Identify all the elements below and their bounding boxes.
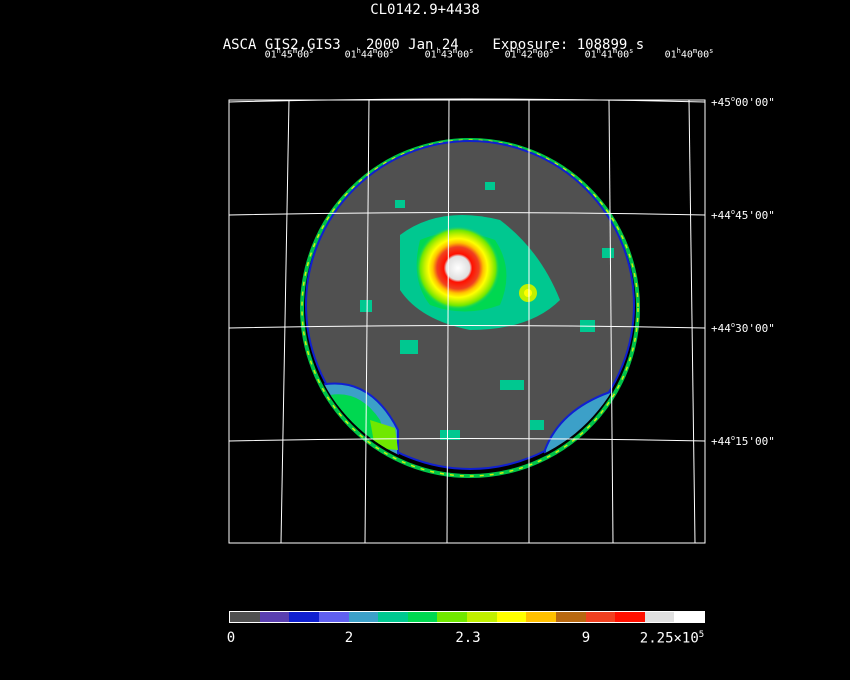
colorbar-swatch [674, 612, 704, 622]
field-of-view [300, 138, 640, 478]
colorbar-swatch [318, 612, 349, 622]
colorbar-swatch [259, 612, 290, 622]
plot-frame [228, 99, 706, 544]
colorbar-label: 9 [581, 630, 591, 646]
dec-label: +44o30'00" [711, 321, 775, 335]
colorbar-swatch [437, 612, 467, 622]
colorbar-swatch [644, 612, 675, 622]
object-title: CL0142.9+4438 [370, 2, 480, 18]
exposure-label: Exposure: 108899 s [492, 37, 645, 53]
colorbar-swatch [585, 612, 616, 622]
coordinate-grid [228, 98, 706, 544]
colorbar-label: 0 [226, 630, 236, 646]
colorbar-label: 2.3 [455, 630, 481, 646]
colorbar-swatch [467, 612, 497, 622]
colorbar-swatch [230, 612, 260, 622]
colorbar-swatch [378, 612, 408, 622]
colorbar-swatch [615, 612, 645, 622]
ra-label: 01h42m00s [504, 47, 554, 61]
dec-label: +45o00'00" [711, 95, 775, 109]
instrument-label: ASCA GIS2,GIS3 [222, 37, 341, 53]
colorbar-swatch [348, 612, 379, 622]
cluster-source [416, 226, 500, 310]
colorbar-swatch [289, 612, 319, 622]
colorbar-max-label: 2.25×105 [639, 630, 705, 647]
dec-label: +44o45'00" [711, 208, 775, 222]
ra-label: 01h41m00s [584, 47, 634, 61]
colorbar-swatch [555, 612, 586, 622]
ra-label: 01h43m00s [424, 47, 474, 61]
colorbar-swatch [407, 612, 438, 622]
ra-label: 01h44m00s [344, 47, 394, 61]
colorbar-label: 2 [344, 630, 354, 646]
ra-label: 01h40m00s [664, 47, 714, 61]
color-bar [229, 611, 705, 623]
colorbar-swatch [496, 612, 527, 622]
date-label: 2000 Jan 24 [366, 37, 459, 53]
colorbar-swatch [526, 612, 556, 622]
observation-info: ASCA GIS2,GIS3 2000 Jan 24 Exposure: 108… [0, 21, 850, 53]
ra-label: 01h45m00s [264, 47, 314, 61]
dec-label: +44o15'00" [711, 434, 775, 448]
